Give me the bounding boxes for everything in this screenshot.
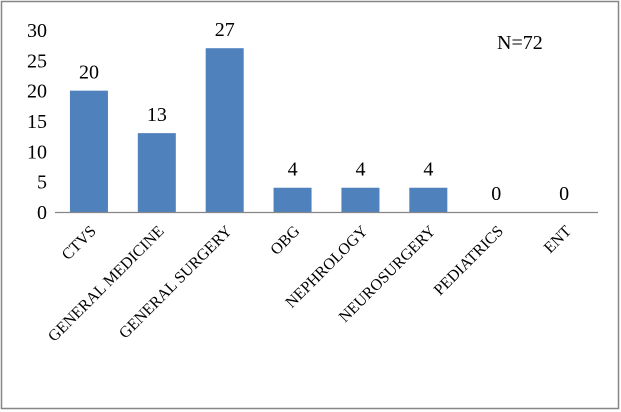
bar <box>137 133 176 212</box>
y-tick-label: 0 <box>37 202 47 224</box>
bar <box>205 48 244 213</box>
y-tick-label: 15 <box>27 111 47 133</box>
data-label: 0 <box>491 183 501 205</box>
y-tick-label: 30 <box>27 20 47 42</box>
data-label: 4 <box>355 159 365 181</box>
data-label: 13 <box>147 104 167 126</box>
n-annotation: N=72 <box>497 32 543 54</box>
bars <box>69 48 448 213</box>
data-label: 4 <box>288 159 298 181</box>
y-tick-label: 25 <box>27 50 47 72</box>
bar <box>409 187 448 212</box>
data-label: 0 <box>559 183 569 205</box>
data-label: 20 <box>79 62 99 84</box>
data-label: 4 <box>423 159 433 181</box>
data-label: 27 <box>215 19 235 41</box>
bar <box>273 187 312 212</box>
data-labels: 20 13 27 4 4 4 0 0 <box>79 19 569 205</box>
bar <box>69 90 108 212</box>
y-tick-label: 10 <box>27 141 47 163</box>
y-axis-ticks: 0 5 10 15 20 25 30 <box>27 20 47 224</box>
y-tick-label: 20 <box>27 81 47 103</box>
y-tick-label: 5 <box>37 172 47 194</box>
bar <box>341 187 380 212</box>
